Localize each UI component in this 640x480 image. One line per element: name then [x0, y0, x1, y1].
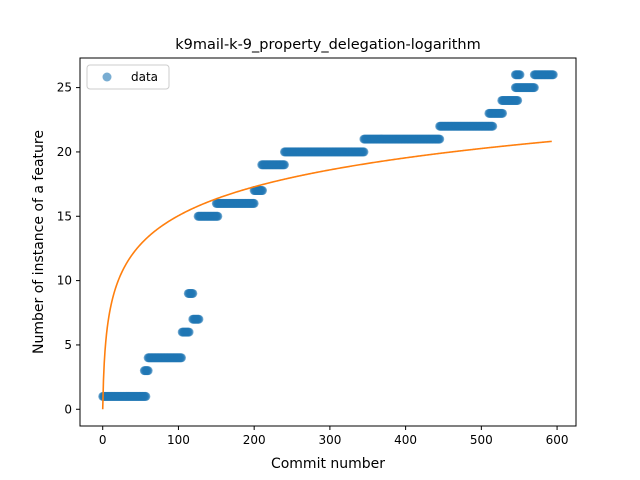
- x-tick-label-4: 400: [394, 433, 417, 447]
- chart-title: k9mail-k-9_property_delegation-logarithm: [175, 37, 481, 53]
- plot-frame: [79, 57, 577, 427]
- data-point: [176, 353, 186, 363]
- y-tick-label-4: 20: [57, 145, 72, 159]
- legend-marker-data: [102, 72, 112, 82]
- y-tick-label-3: 15: [57, 209, 72, 223]
- data-point: [548, 70, 558, 80]
- x-tick-label-0: 0: [99, 433, 107, 447]
- data-point: [141, 391, 151, 401]
- data-point: [249, 198, 259, 208]
- data-point: [488, 121, 498, 131]
- y-tick-label-2: 10: [57, 274, 72, 288]
- data-point: [184, 327, 194, 337]
- y-tick-label-1: 5: [64, 338, 72, 352]
- x-tick-label-3: 300: [318, 433, 341, 447]
- data-point: [513, 95, 523, 105]
- x-tick-label-6: 600: [546, 433, 569, 447]
- data-point: [143, 366, 153, 376]
- x-tick-label-1: 100: [167, 433, 190, 447]
- data-point: [188, 288, 198, 298]
- x-axis-label: Commit number: [271, 456, 385, 472]
- x-tick-label-5: 500: [470, 433, 493, 447]
- data-point: [213, 211, 223, 221]
- plot-area: [98, 70, 558, 410]
- y-tick-label-5: 25: [57, 81, 72, 95]
- data-point: [194, 314, 204, 324]
- legend-label-data: data: [131, 70, 158, 84]
- data-point: [529, 83, 539, 93]
- legend: data: [86, 64, 170, 90]
- data-point: [498, 108, 508, 118]
- y-axis-label: Number of instance of a feature: [31, 130, 47, 354]
- data-point: [257, 186, 267, 196]
- data-point: [359, 147, 369, 157]
- data-point: [435, 134, 445, 144]
- data-point: [515, 70, 525, 80]
- axis-ticks: 0 100 200 300 400 500 600 0 5 10 15 20 25: [57, 81, 569, 447]
- fit-line: [101, 140, 552, 410]
- y-tick-label-0: 0: [64, 402, 72, 416]
- x-tick-label-2: 200: [243, 433, 266, 447]
- data-point: [279, 160, 289, 170]
- legend-box: [86, 64, 170, 90]
